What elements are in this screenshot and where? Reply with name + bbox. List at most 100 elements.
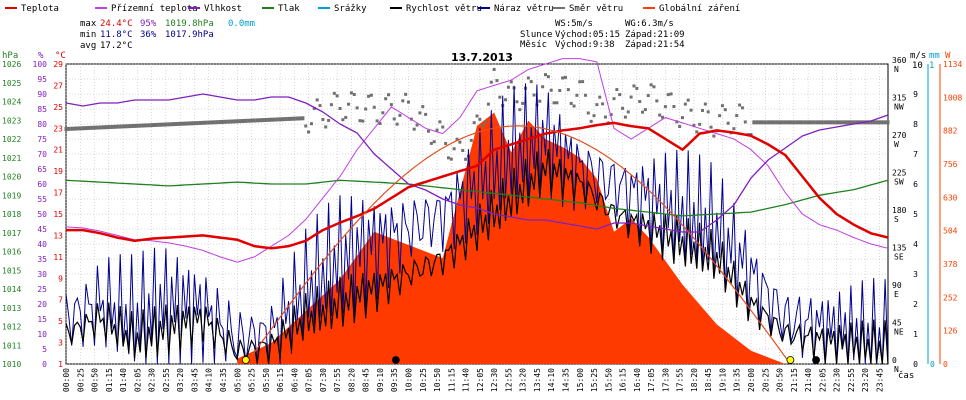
dir-point — [361, 119, 365, 123]
dir-point — [444, 141, 448, 145]
wind-tick: 8 — [913, 120, 918, 129]
dir-point — [681, 116, 684, 120]
dir-point — [558, 89, 562, 93]
dir-point — [227, 119, 231, 124]
hum-tick: 70 — [37, 150, 47, 159]
hum-tick: 5 — [42, 345, 47, 354]
dir-point — [549, 88, 553, 92]
dir-point — [603, 115, 607, 119]
temp-tick: 11 — [53, 253, 63, 262]
time-tick: 03:45 — [190, 368, 199, 392]
series-smer-vetru — [64, 68, 890, 161]
dir-point — [378, 122, 382, 126]
wind-tick: 3 — [913, 270, 918, 279]
dir-point — [364, 107, 368, 111]
dir-point — [815, 120, 819, 125]
dir-point — [689, 108, 693, 112]
dir-point — [170, 122, 174, 127]
rad-tick: 504 — [943, 227, 958, 236]
dir-point — [78, 126, 82, 131]
time-tick: 02:05 — [133, 368, 142, 392]
dir-tick-label: E — [894, 290, 899, 299]
dir-tick-deg: 360 — [892, 56, 907, 65]
dir-point — [401, 99, 405, 103]
time-tick: 02:55 — [162, 368, 171, 392]
dir-point — [566, 88, 570, 92]
series-globalni-zareni — [237, 112, 786, 364]
dir-point — [875, 120, 879, 125]
legend-label: Srážky — [334, 4, 367, 14]
dir-point — [521, 101, 525, 105]
info-wg: WG:6.3m/s — [625, 19, 674, 29]
time-tick: 07:30 — [319, 368, 328, 392]
hum-tick: 15 — [37, 315, 47, 324]
dir-point — [649, 83, 653, 87]
dir-point — [529, 80, 533, 84]
dir-point — [372, 105, 376, 109]
dir-point — [212, 120, 216, 125]
dir-point — [70, 126, 74, 131]
temp-tick: 1 — [58, 360, 63, 369]
rad-tick: 756 — [943, 160, 958, 169]
dir-point — [792, 120, 796, 125]
dir-point — [541, 85, 545, 89]
dir-point — [732, 127, 736, 131]
rad-tick: 882 — [943, 127, 958, 136]
dir-point — [532, 93, 536, 97]
dir-point — [398, 113, 402, 117]
dir-point — [481, 124, 485, 128]
dir-point — [652, 85, 656, 89]
dir-point — [133, 123, 136, 128]
dir-point — [418, 111, 422, 115]
series-teplota — [66, 121, 889, 250]
dir-point — [341, 118, 345, 122]
dir-point — [478, 117, 482, 121]
dir-point — [429, 141, 433, 145]
stats-max-rain: 0.0mm — [228, 19, 255, 29]
dir-point — [789, 120, 793, 125]
dir-point — [312, 106, 316, 110]
dir-point — [158, 122, 162, 127]
rain-top-tick: 1 — [929, 61, 934, 71]
dir-point — [175, 121, 179, 126]
wind-tick: 2 — [913, 300, 918, 309]
dir-point — [609, 113, 613, 117]
dir-point — [775, 120, 779, 125]
dir-point — [795, 120, 799, 125]
dir-point — [518, 108, 522, 112]
dir-point — [389, 103, 393, 107]
temp-tick: 17 — [53, 189, 63, 198]
wind-tick: 5 — [913, 210, 918, 219]
time-tick: 21:15 — [790, 368, 799, 392]
dir-point — [261, 118, 265, 123]
info-panel: WS:5m/s WG:6.3m/s Slunce Východ:05:15 Zá… — [520, 19, 685, 50]
time-tick: 17:30 — [661, 368, 670, 392]
stats-min-label: min — [80, 30, 96, 40]
series-prizemni-teplota — [65, 58, 889, 263]
dir-point — [67, 126, 71, 131]
rain-tick: 0 — [930, 360, 935, 369]
info-sun-set: Západ:21:09 — [625, 30, 685, 40]
dir-point — [583, 93, 587, 97]
dir-point — [275, 117, 279, 122]
dir-point — [738, 103, 742, 107]
dir-point — [595, 103, 599, 107]
dir-point — [107, 125, 111, 130]
hum-tick: 80 — [37, 120, 47, 129]
dir-point — [626, 110, 630, 114]
dir-point — [152, 123, 156, 128]
dir-point — [270, 117, 273, 122]
press-tick: 1024 — [2, 98, 21, 107]
dir-point — [335, 94, 339, 98]
dir-point — [318, 104, 322, 108]
dir-point — [484, 120, 488, 124]
hum-tick: 0 — [42, 360, 47, 369]
dir-point — [632, 84, 636, 88]
legend-label: Přízemní teplota — [111, 4, 198, 14]
dir-point — [104, 125, 108, 130]
dir-tick-deg: 225 — [892, 169, 907, 178]
dir-point — [612, 97, 616, 101]
dir-point — [369, 93, 373, 97]
temp-tick: 13 — [53, 231, 63, 240]
time-tick: 10:00 — [405, 368, 414, 392]
